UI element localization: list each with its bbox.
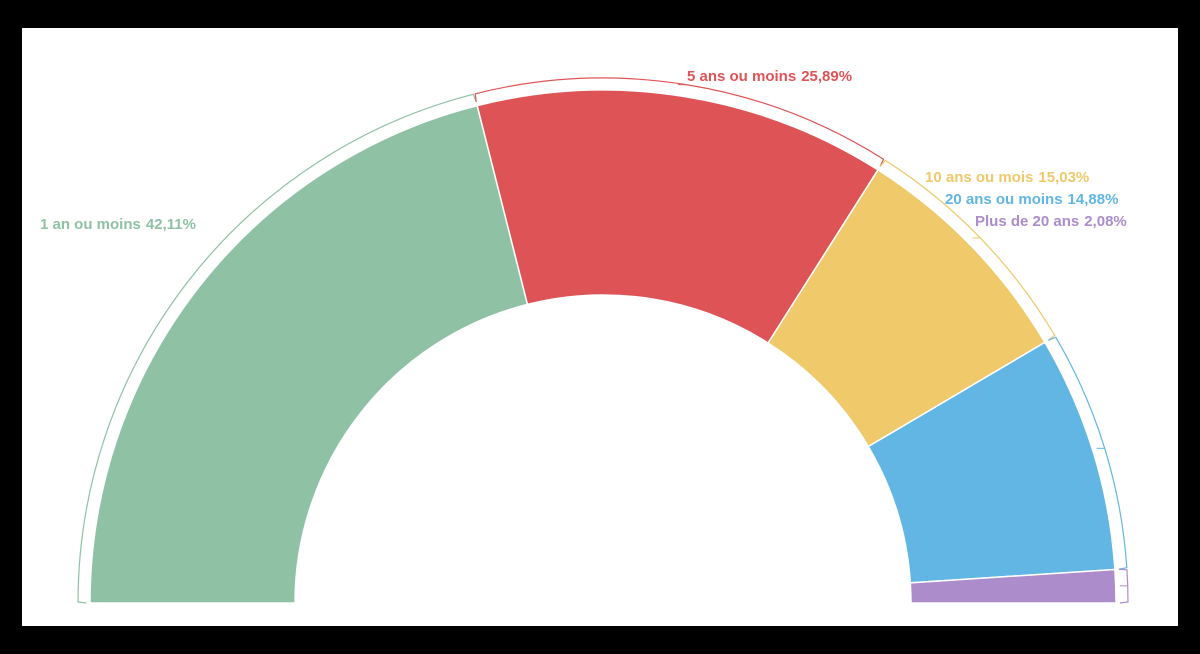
segment: [909, 568, 1117, 604]
data-label: 20 ans ou moins 14,88%: [945, 191, 1118, 208]
category-label: 5 ans ou moins: [687, 68, 796, 85]
value-label: 2,08%: [1084, 213, 1127, 230]
value-label: 42,11%: [146, 216, 196, 233]
value-label: 25,89%: [801, 68, 852, 85]
category-label: 1 an ou moins: [40, 216, 141, 233]
data-label: 1 an ou moins 42,11%: [40, 216, 196, 233]
data-label: 10 ans ou mois 15,03%: [925, 169, 1089, 186]
category-label: 20 ans ou moins: [945, 191, 1063, 208]
data-label: Plus de 20 ans 2,08%: [975, 213, 1127, 230]
category-label: Plus de 20 ans: [975, 213, 1079, 230]
segment: [89, 104, 529, 604]
value-label: 15,03%: [1038, 169, 1089, 186]
value-label: 14,88%: [1068, 191, 1119, 208]
segment: [476, 89, 880, 345]
data-label: 5 ans ou moins 25,89%: [687, 68, 852, 85]
leader: [1118, 568, 1129, 604]
leader: [77, 93, 477, 604]
category-label: 10 ans ou mois: [925, 169, 1033, 186]
